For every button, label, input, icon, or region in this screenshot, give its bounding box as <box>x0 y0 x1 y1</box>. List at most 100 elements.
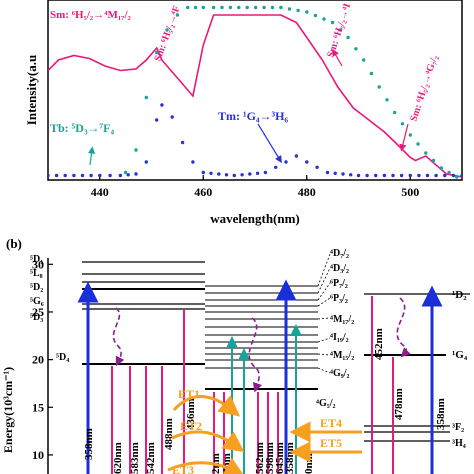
energy-tick-label: 30 <box>32 257 44 271</box>
series-point-tm <box>191 160 195 164</box>
series-point-tm <box>63 173 67 178</box>
series-point-tm <box>325 170 330 175</box>
series-point-tm <box>425 173 430 178</box>
et3-label: ET3 <box>172 463 194 474</box>
series-point-tb <box>313 13 318 18</box>
series-point-tb <box>385 98 389 102</box>
series-point-tb <box>186 5 190 10</box>
series-point-tb <box>123 170 128 175</box>
series-point-tm <box>217 172 221 176</box>
series-point-tb <box>305 10 309 14</box>
series-point-tm <box>294 154 299 158</box>
sm-relaxation <box>248 317 263 393</box>
series-point-tm <box>126 173 130 177</box>
series-point-tm <box>89 173 93 178</box>
series-point-tm <box>341 172 345 176</box>
series-point-tm <box>443 173 447 178</box>
energy-tick-label: 20 <box>32 353 44 367</box>
tb-level-label: ⁵D₄ <box>56 352 69 363</box>
x-axis-label: wavelength(nm) <box>210 211 300 226</box>
series-point-tm <box>72 173 76 178</box>
series-point-tm <box>284 160 288 164</box>
panel-b: (b) Energy(10³cm⁻¹) 30 25 20 15 10 ⁵D₁ ⁵L₈ ⁵… <box>1 236 470 474</box>
annotation-sm-2: Sm: ⁶H₅/₂→⁴F <box>152 4 182 63</box>
sm-pointer-arrow <box>332 48 343 67</box>
series-point-tm <box>315 165 319 169</box>
series-point-tm <box>451 173 456 178</box>
tb-emission-label: 583nm <box>129 442 141 474</box>
tm-level-label: ³H₄ <box>452 438 466 449</box>
series-point-tb <box>408 133 412 137</box>
series-point-tm <box>48 173 50 178</box>
sm-level-label: ⁶P₇/₂ <box>330 278 348 289</box>
tb-emission-label: 436nm <box>185 398 197 430</box>
series-point-tm <box>263 170 268 175</box>
tb-emission-lines <box>111 310 185 474</box>
sm-emission-label: 0nm <box>303 453 315 474</box>
x-tick-label: 500 <box>401 185 419 199</box>
sm-label-leaders <box>317 253 331 374</box>
series-point-tm <box>201 170 205 175</box>
sm-emission-label: 645nm <box>274 442 286 474</box>
tm-level-label: ¹G₄ <box>452 349 468 361</box>
tb-relaxation <box>112 307 125 367</box>
series-point-tm <box>170 115 174 119</box>
series-point-tm <box>209 171 213 175</box>
et1-arrow <box>172 395 241 417</box>
series-point-tb <box>237 5 241 10</box>
series-point-tm <box>399 173 404 178</box>
energy-tick-label: 15 <box>32 400 44 414</box>
sm-level-labels: ⁴D₇/₂ ⁴D₃/₂ ⁶P₇/₂ ⁶P₃/₂ ⁴M₁₇/₂ ⁴I₁₉/₂ ⁴M… <box>316 248 354 409</box>
series-point-tb <box>270 5 275 10</box>
sm-pointer-arrow-2 <box>399 123 409 152</box>
series-point-tb <box>362 58 366 62</box>
tb-level-label: ⁵L₈ <box>30 268 43 279</box>
series-line-sm <box>48 14 462 178</box>
series-point-tm <box>382 173 387 178</box>
series-group <box>48 5 462 179</box>
sm-level-label: ⁴G₉/₂ <box>330 368 350 379</box>
panel-a: Intensity(a.u wavelength(nm) 440 460 480 50… <box>24 0 463 226</box>
y-axis-label: Intensity(a.u <box>24 55 39 125</box>
et5-label: ET5 <box>320 436 342 450</box>
series-point-tm <box>356 173 361 178</box>
series-point-tb <box>287 7 292 11</box>
series-point-tm <box>240 173 244 177</box>
series-point-tb <box>165 28 169 32</box>
tm-levels <box>364 293 470 442</box>
series-point-tb <box>211 5 216 10</box>
series-point-tb <box>155 50 159 55</box>
series-point-tm <box>160 103 164 107</box>
series-point-tb <box>144 95 148 100</box>
sm-emission-label: 598nm <box>264 442 276 474</box>
energy-axis-ticks: 30 25 20 15 10 <box>32 257 53 462</box>
series-point-tb <box>369 71 374 76</box>
tm-emission-label: 452nm <box>373 328 385 360</box>
series-point-tb <box>175 13 180 17</box>
sm-level-label: ⁴D₃/₂ <box>330 263 349 274</box>
series-point-tb <box>253 5 258 10</box>
annotation-tm: Tm: ¹G₄→³H₆ <box>218 109 288 123</box>
series-point-tm <box>460 173 462 178</box>
series-point-tm <box>98 173 102 178</box>
annotation-sm-4: Sm: ⁶H₅/₂→⁴G₇/₂ <box>408 54 440 123</box>
tb-levels <box>82 261 205 365</box>
series-point-tb <box>416 142 420 146</box>
series-point-tb <box>201 5 205 10</box>
energy-tick-label: 10 <box>32 448 44 462</box>
series-point-tm <box>232 173 236 178</box>
series-point-tb <box>354 47 358 51</box>
sm-excitation-label: 358nm <box>284 442 296 474</box>
series-point-tb <box>393 110 397 115</box>
series-point-tm <box>155 118 159 122</box>
annotation-sm-3: Sm: ⁶H₅/₂→⁴I <box>325 2 353 59</box>
series-point-tm <box>134 172 138 176</box>
series-point-tm <box>434 173 438 178</box>
series-point-tm <box>80 173 85 178</box>
tm-pointer-arrow <box>257 123 282 164</box>
series-point-tm <box>408 173 412 178</box>
sm-level-label: ⁴G₅/₂ <box>316 398 336 409</box>
et3-arrow <box>167 457 246 474</box>
series-point-tb <box>296 8 300 13</box>
series-point-tm <box>374 173 378 178</box>
